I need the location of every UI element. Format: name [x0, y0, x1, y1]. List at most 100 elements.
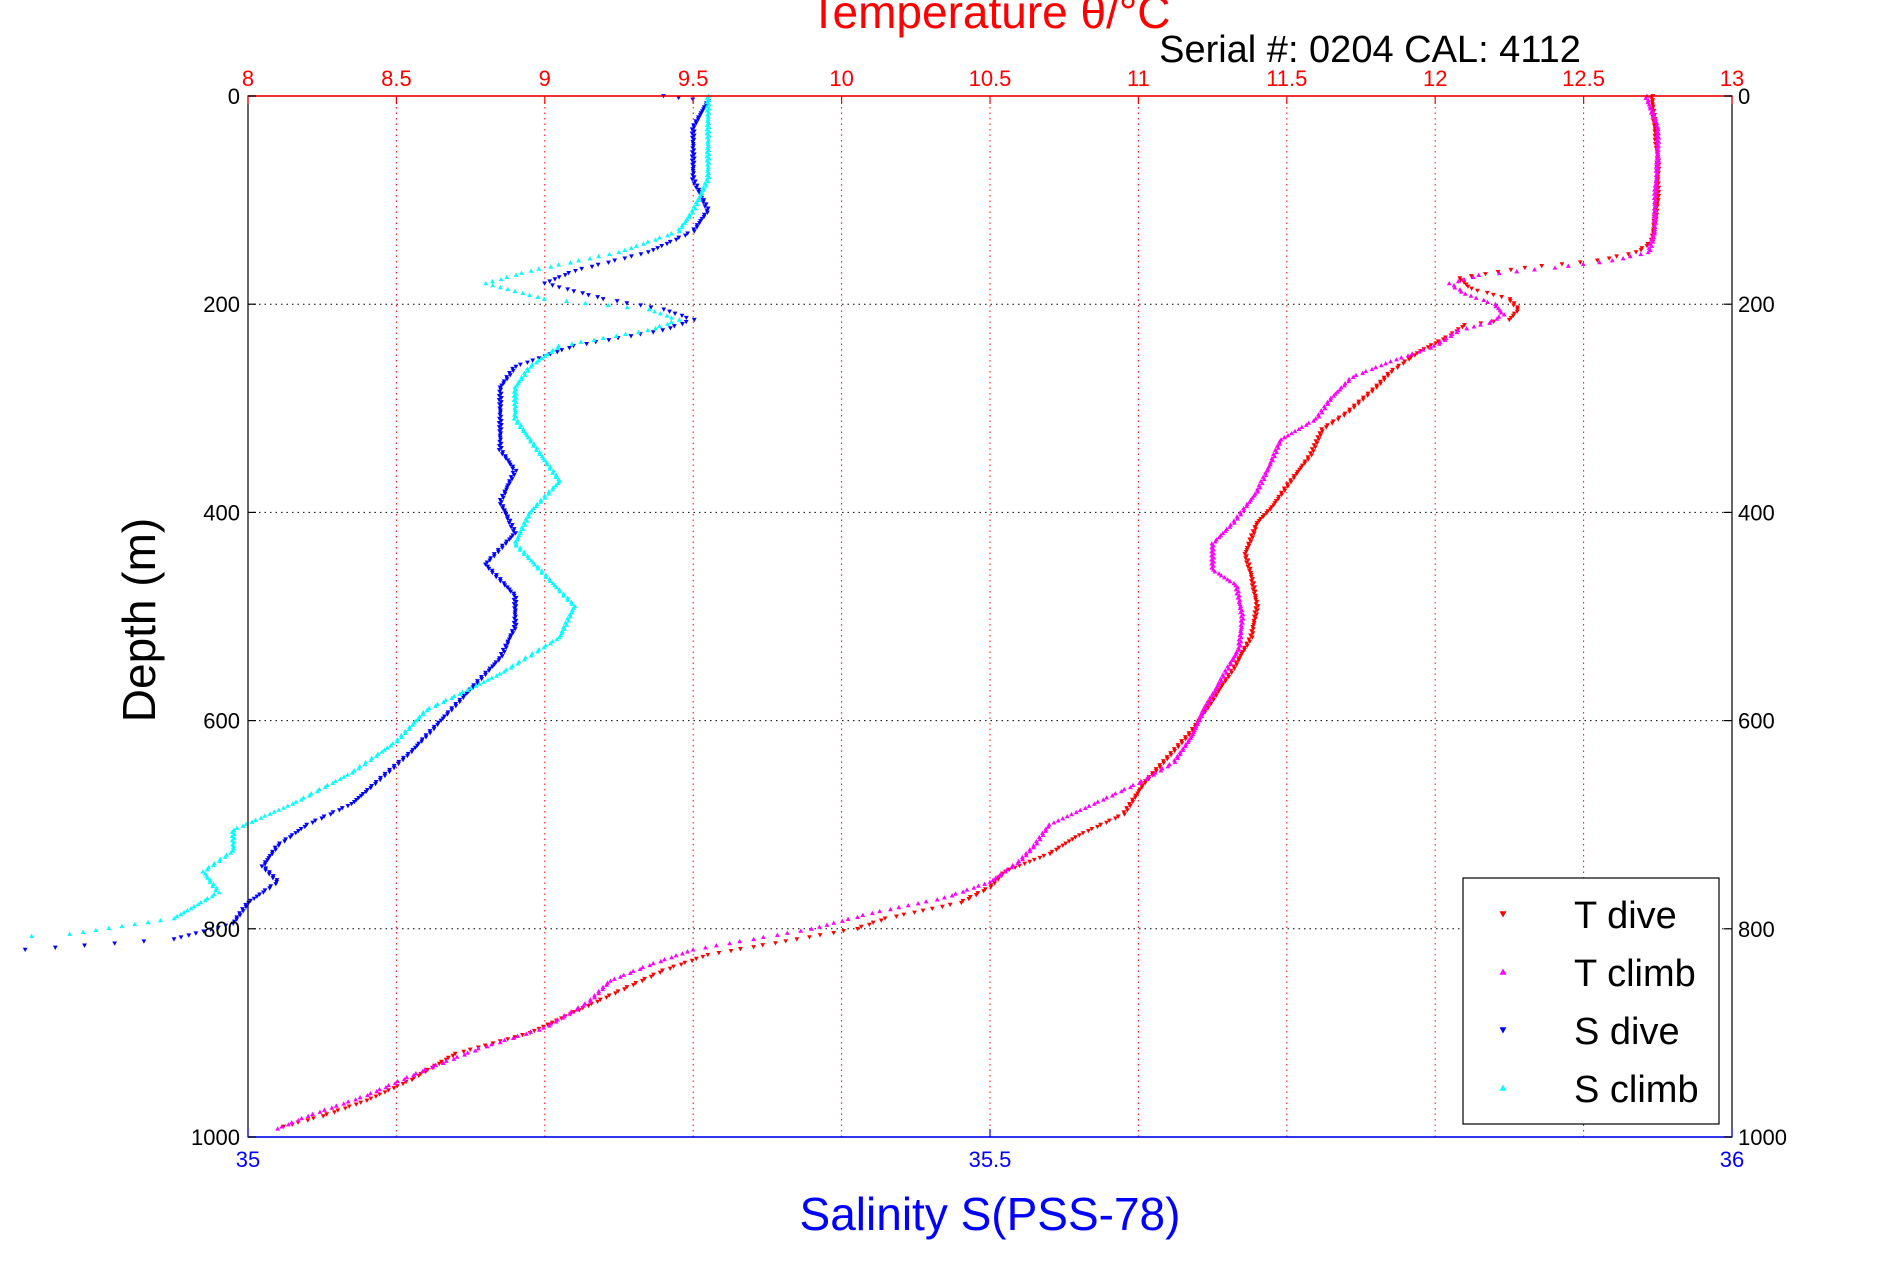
data-point — [431, 727, 437, 732]
data-point — [693, 185, 699, 191]
data-point — [589, 264, 595, 270]
data-point — [652, 309, 657, 314]
data-point — [1027, 859, 1033, 865]
data-point — [502, 491, 508, 497]
data-point — [515, 1033, 520, 1038]
data-point — [1168, 753, 1174, 758]
data-point — [1051, 820, 1057, 825]
data-point — [223, 923, 229, 928]
data-point — [1261, 476, 1267, 482]
data-point — [554, 350, 560, 355]
data-point — [727, 940, 733, 946]
data-point — [700, 200, 706, 205]
data-point — [608, 978, 613, 983]
data-point — [553, 474, 559, 479]
data-point — [530, 358, 536, 363]
data-point — [1172, 757, 1177, 763]
data-point — [976, 883, 981, 888]
data-point — [1086, 803, 1092, 808]
data-point — [1651, 235, 1657, 240]
data-point — [1274, 449, 1280, 454]
temperature-tick-label: 12.5 — [1562, 66, 1605, 91]
data-point — [657, 323, 662, 328]
data-point — [1475, 288, 1480, 294]
data-point — [210, 883, 216, 889]
data-point — [384, 745, 390, 750]
data-point — [1022, 861, 1028, 867]
data-point — [420, 711, 426, 717]
data-point — [517, 424, 523, 429]
data-point — [426, 705, 432, 711]
data-point — [1468, 293, 1474, 298]
data-point — [1649, 243, 1655, 248]
data-point — [1645, 97, 1651, 103]
data-point — [353, 1097, 359, 1102]
data-point — [1238, 614, 1244, 619]
x-axis-title-salinity: Salinity S(PSS-78) — [800, 1188, 1181, 1240]
data-point — [279, 1124, 285, 1129]
data-point — [1265, 466, 1271, 471]
data-point — [646, 307, 652, 312]
data-point — [67, 931, 73, 936]
data-point — [490, 664, 495, 669]
data-point — [1484, 290, 1490, 296]
data-point — [706, 151, 712, 157]
data-point — [1311, 418, 1317, 423]
data-point — [1325, 401, 1331, 407]
depth-tick-label-right: 600 — [1738, 709, 1775, 734]
data-point — [1175, 745, 1181, 750]
data-point — [960, 889, 966, 894]
data-point — [528, 439, 534, 444]
data-point — [691, 229, 697, 234]
data-point — [1238, 639, 1244, 644]
data-point — [1319, 410, 1325, 415]
data-point — [410, 722, 416, 727]
data-point — [496, 658, 502, 663]
data-point — [546, 489, 552, 494]
data-point — [317, 1109, 323, 1114]
data-point — [513, 543, 519, 548]
data-point — [507, 462, 513, 467]
data-point — [520, 426, 526, 432]
data-point — [1580, 261, 1586, 267]
data-point — [507, 537, 512, 542]
data-point — [501, 669, 507, 674]
data-point — [181, 909, 187, 915]
data-point — [1249, 583, 1255, 588]
data-point — [1212, 689, 1218, 694]
data-point — [522, 522, 528, 527]
data-point — [312, 818, 318, 823]
data-point — [667, 239, 673, 245]
data-point — [230, 846, 236, 851]
data-point — [650, 248, 656, 253]
data-point — [1652, 228, 1658, 234]
data-point — [869, 910, 875, 916]
data-point — [669, 955, 675, 960]
data-point — [541, 296, 547, 301]
data-point — [251, 896, 257, 902]
data-point — [1436, 341, 1442, 346]
data-point — [1238, 626, 1244, 631]
data-point — [1431, 343, 1437, 348]
data-point — [1186, 733, 1192, 738]
data-point — [679, 951, 685, 956]
data-point — [374, 1088, 380, 1094]
data-point — [482, 1043, 488, 1048]
data-point — [566, 618, 572, 623]
data-point — [794, 937, 800, 942]
data-point — [306, 793, 312, 798]
data-point — [1040, 830, 1045, 835]
data-point — [1303, 422, 1309, 427]
data-point — [1177, 751, 1183, 757]
data-point — [706, 106, 712, 111]
data-point — [1627, 253, 1633, 259]
data-point — [419, 739, 425, 744]
data-point — [877, 908, 883, 914]
data-point — [809, 926, 814, 931]
data-point — [544, 351, 550, 357]
data-point — [1023, 850, 1029, 856]
data-point — [553, 482, 559, 488]
data-point — [679, 313, 685, 319]
data-point — [565, 595, 571, 600]
